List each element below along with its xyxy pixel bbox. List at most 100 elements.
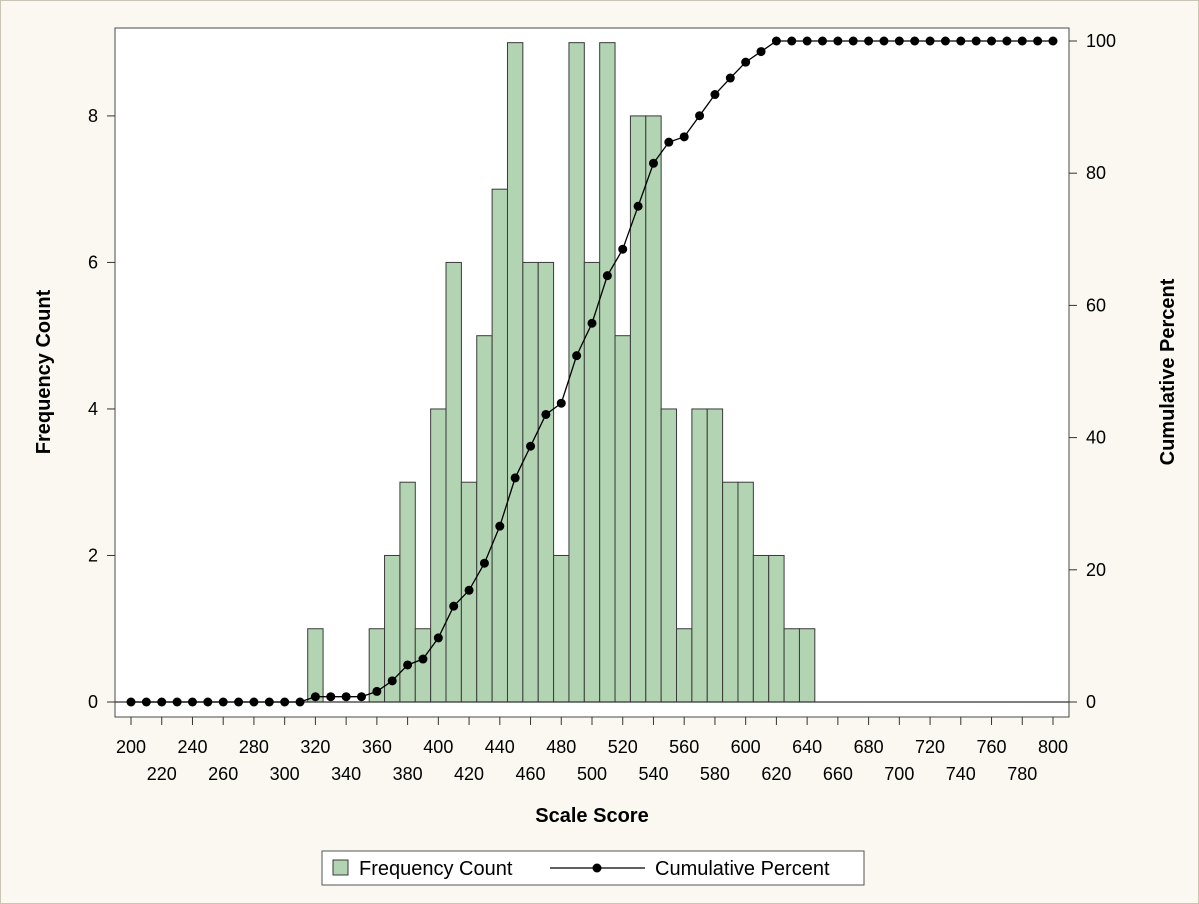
cumulative-point xyxy=(771,36,781,46)
bar xyxy=(706,408,724,703)
cumulative-line-group xyxy=(126,36,1058,707)
cumulative-point xyxy=(633,201,643,211)
cumulative-point xyxy=(710,90,720,100)
cumulative-point xyxy=(403,660,413,670)
x-tick-label: 780 xyxy=(1007,764,1037,784)
cumulative-point xyxy=(418,654,428,664)
cumulative-point xyxy=(894,36,904,46)
cumulative-point xyxy=(433,633,443,643)
cumulative-point xyxy=(1048,36,1058,46)
x-tick-label: 420 xyxy=(454,764,484,784)
cumulative-point xyxy=(387,676,397,686)
bar xyxy=(522,261,539,703)
bars-group xyxy=(307,42,816,703)
x-tick-label: 300 xyxy=(270,764,300,784)
cumulative-point xyxy=(725,73,735,83)
cumulative-point xyxy=(971,36,981,46)
cumulative-point xyxy=(741,57,751,67)
cumulative-point xyxy=(818,36,827,46)
x-tick-label: 580 xyxy=(700,764,730,784)
x-tick-label: 540 xyxy=(638,764,668,784)
y-axis-title: Frequency Count xyxy=(33,289,55,454)
cumulative-point xyxy=(695,111,705,121)
cumulative-point xyxy=(479,558,489,568)
cumulative-point xyxy=(218,697,228,707)
cumulative-point xyxy=(787,36,797,46)
cumulative-point xyxy=(679,132,689,142)
cumulative-point xyxy=(556,398,566,408)
legend-swatch-cumulative-marker xyxy=(592,863,602,873)
bar xyxy=(645,115,662,703)
y2-tick-label: 0 xyxy=(1086,692,1096,712)
cumulative-point xyxy=(187,697,197,707)
bar xyxy=(537,261,555,703)
legend-label-frequency: Frequency Count xyxy=(359,858,513,880)
cumulative-point xyxy=(172,697,182,707)
x-tick-label: 320 xyxy=(300,737,330,757)
y-tick-label: 6 xyxy=(88,252,98,272)
cumulative-point xyxy=(572,351,582,361)
cumulative-point xyxy=(372,686,382,696)
cumulative-point xyxy=(357,692,366,702)
x-tick-label: 640 xyxy=(792,737,822,757)
x-tick-label: 220 xyxy=(147,764,177,784)
cumulative-point xyxy=(234,697,244,707)
y2-tick-label: 40 xyxy=(1086,428,1106,448)
x-tick-label: 560 xyxy=(669,737,699,757)
bar xyxy=(614,335,631,703)
bar xyxy=(722,481,739,703)
x-tick-label: 600 xyxy=(731,737,761,757)
cumulative-point xyxy=(541,409,551,419)
y-tick-label: 4 xyxy=(88,399,98,419)
cumulative-point xyxy=(526,441,536,451)
cumulative-point xyxy=(864,36,874,46)
legend-label-cumulative: Cumulative Percent xyxy=(655,858,830,880)
cumulative-point xyxy=(249,697,259,707)
x-tick-label: 520 xyxy=(608,737,638,757)
bar xyxy=(798,628,816,703)
bar xyxy=(476,335,493,703)
cumulative-point xyxy=(587,318,597,328)
x-tick-label: 680 xyxy=(854,737,884,757)
bar xyxy=(676,628,693,703)
cumulative-point xyxy=(295,697,305,707)
legend: Frequency Count Cumulative Percent xyxy=(321,850,865,886)
cumulative-point xyxy=(925,36,935,46)
x-tick-label: 700 xyxy=(884,764,914,784)
cumulative-point xyxy=(141,697,151,707)
bar xyxy=(599,42,616,703)
x-tick-label: 620 xyxy=(761,764,791,784)
cumulative-point xyxy=(341,692,351,702)
y-axis-left: 0 2 4 6 8 xyxy=(88,106,115,712)
cumulative-point xyxy=(956,36,966,46)
cumulative-point xyxy=(802,36,812,46)
x-axis-title: Scale Score xyxy=(535,805,648,827)
cumulative-point xyxy=(495,521,505,531)
x-tick-label: 360 xyxy=(362,737,392,757)
x-tick-label: 340 xyxy=(331,764,361,784)
x-tick-label: 480 xyxy=(546,737,576,757)
cumulative-point xyxy=(756,47,766,57)
y2-tick-label: 20 xyxy=(1086,560,1106,580)
cumulative-point xyxy=(910,36,920,46)
bar xyxy=(414,628,432,703)
x-tick-label: 260 xyxy=(208,764,238,784)
x-tick-label: 660 xyxy=(823,764,853,784)
x-tick-label: 800 xyxy=(1038,737,1068,757)
cumulative-point xyxy=(1017,36,1027,46)
x-tick-label: 460 xyxy=(516,764,546,784)
cumulative-point xyxy=(1002,36,1012,46)
x-tick-label: 500 xyxy=(577,764,607,784)
y2-tick-label: 80 xyxy=(1086,163,1106,183)
x-tick-label: 280 xyxy=(239,737,269,757)
bar xyxy=(768,554,785,703)
cumulative-point xyxy=(833,36,843,46)
bar xyxy=(491,188,508,703)
bar xyxy=(506,42,524,703)
x-tick-label: 440 xyxy=(485,737,515,757)
bar xyxy=(553,554,570,703)
bar xyxy=(752,554,770,703)
x-tick-label: 240 xyxy=(177,737,207,757)
x-axis: 2002202402602803003203403603804004204404… xyxy=(116,717,1068,784)
